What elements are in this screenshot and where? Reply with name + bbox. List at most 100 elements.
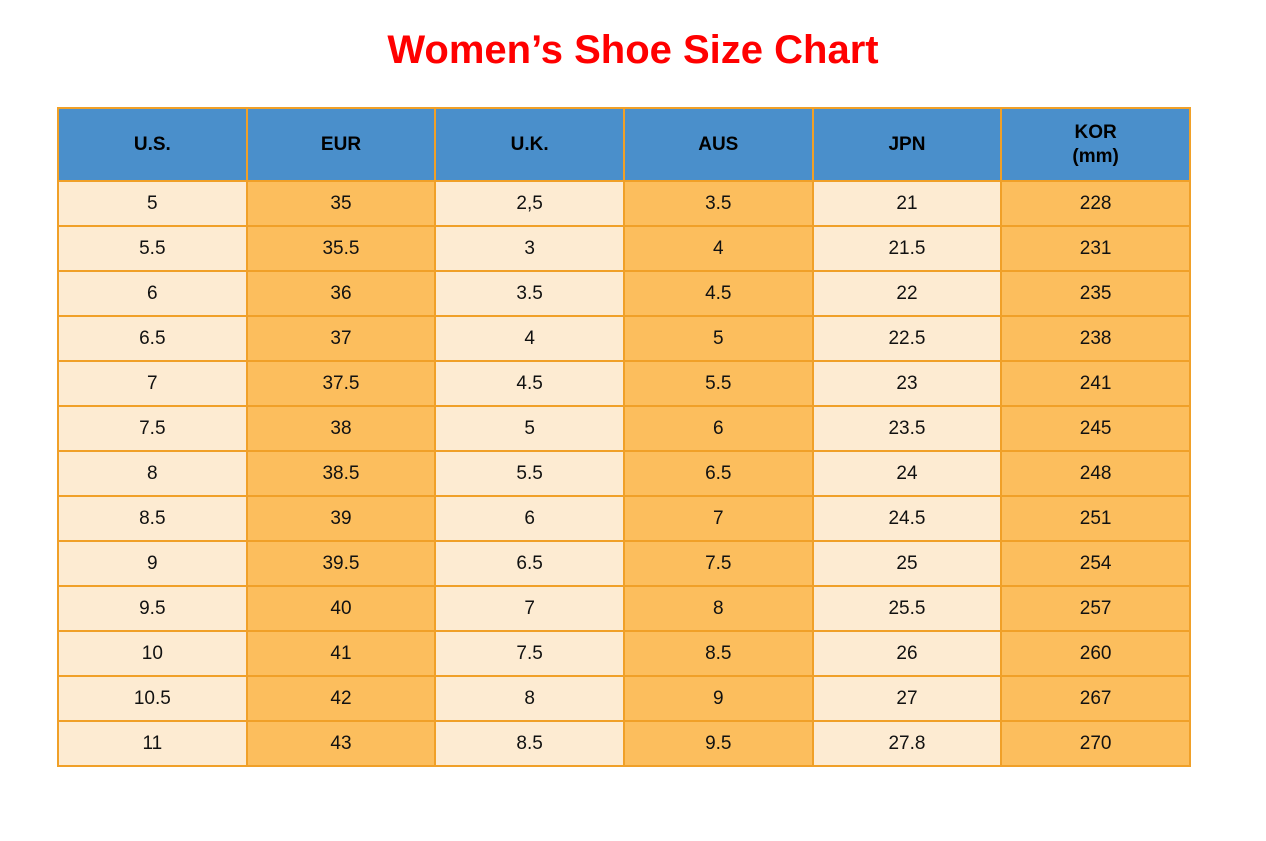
cell-u-s: 11 [57, 720, 248, 767]
cell-aus: 4.5 [622, 270, 814, 317]
cell-jpn: 21 [811, 180, 1003, 227]
cell-u-s: 5 [57, 180, 248, 227]
cell-eur: 39 [245, 495, 437, 542]
cell-eur: 41 [245, 630, 437, 677]
cell-u-s: 8.5 [57, 495, 248, 542]
cell-u-s: 8 [57, 450, 248, 497]
cell-eur: 37 [245, 315, 437, 362]
page-title: Women’s Shoe Size Chart [387, 28, 879, 72]
table-row: 6.5 37 4 5 22.5 238 [57, 315, 1191, 362]
cell-kor-mm: 260 [1000, 630, 1191, 677]
cell-aus: 9 [622, 675, 814, 722]
cell-kor-mm: 245 [1000, 405, 1191, 452]
cell-eur: 36 [245, 270, 437, 317]
cell-eur: 38.5 [245, 450, 437, 497]
cell-kor-mm: 254 [1000, 540, 1191, 587]
column-header-aus: AUS [622, 107, 814, 182]
cell-eur: 37.5 [245, 360, 437, 407]
cell-u-k: 8 [434, 675, 625, 722]
shoe-size-table: U.S. EUR U.K. AUS JPN KOR (mm) 5 35 2,5 3.5 21 228 5… [57, 107, 1191, 767]
cell-jpn: 25.5 [811, 585, 1003, 632]
table-row: 11 43 8.5 9.5 27.8 270 [57, 720, 1191, 767]
cell-u-k: 3.5 [434, 270, 625, 317]
table-body: 5 35 2,5 3.5 21 228 5.5 35.5 3 4 21.5 231 6 36 3.5 4.5 2… [57, 180, 1191, 767]
cell-u-s: 7 [57, 360, 248, 407]
cell-jpn: 26 [811, 630, 1003, 677]
cell-aus: 7.5 [622, 540, 814, 587]
cell-u-k: 7.5 [434, 630, 625, 677]
cell-aus: 8.5 [622, 630, 814, 677]
cell-jpn: 21.5 [811, 225, 1003, 272]
cell-kor-mm: 241 [1000, 360, 1191, 407]
cell-u-s: 9.5 [57, 585, 248, 632]
cell-aus: 6.5 [622, 450, 814, 497]
table-row: 9 39.5 6.5 7.5 25 254 [57, 540, 1191, 587]
cell-eur: 38 [245, 405, 437, 452]
cell-u-k: 8.5 [434, 720, 625, 767]
table-row: 6 36 3.5 4.5 22 235 [57, 270, 1191, 317]
cell-jpn: 23.5 [811, 405, 1003, 452]
column-header-u-k: U.K. [434, 107, 625, 182]
cell-jpn: 22 [811, 270, 1003, 317]
cell-kor-mm: 267 [1000, 675, 1191, 722]
table-row: 5.5 35.5 3 4 21.5 231 [57, 225, 1191, 272]
cell-eur: 35 [245, 180, 437, 227]
cell-u-k: 5 [434, 405, 625, 452]
cell-u-s: 9 [57, 540, 248, 587]
cell-aus: 6 [622, 405, 814, 452]
table-row: 8.5 39 6 7 24.5 251 [57, 495, 1191, 542]
cell-u-k: 6.5 [434, 540, 625, 587]
cell-aus: 7 [622, 495, 814, 542]
cell-kor-mm: 235 [1000, 270, 1191, 317]
cell-jpn: 24.5 [811, 495, 1003, 542]
cell-eur: 39.5 [245, 540, 437, 587]
cell-jpn: 25 [811, 540, 1003, 587]
cell-eur: 42 [245, 675, 437, 722]
cell-u-s: 6 [57, 270, 248, 317]
cell-kor-mm: 270 [1000, 720, 1191, 767]
cell-u-s: 5.5 [57, 225, 248, 272]
cell-u-s: 7.5 [57, 405, 248, 452]
table-row: 10.5 42 8 9 27 267 [57, 675, 1191, 722]
cell-u-s: 10 [57, 630, 248, 677]
header-row: U.S. EUR U.K. AUS JPN KOR (mm) [57, 107, 1191, 182]
table-row: 7.5 38 5 6 23.5 245 [57, 405, 1191, 452]
cell-u-k: 4.5 [434, 360, 625, 407]
cell-kor-mm: 228 [1000, 180, 1191, 227]
column-header-kor-mm: KOR (mm) [1000, 107, 1191, 182]
cell-u-k: 2,5 [434, 180, 625, 227]
cell-u-s: 10.5 [57, 675, 248, 722]
cell-aus: 8 [622, 585, 814, 632]
cell-u-k: 6 [434, 495, 625, 542]
cell-u-k: 4 [434, 315, 625, 362]
cell-jpn: 24 [811, 450, 1003, 497]
cell-eur: 43 [245, 720, 437, 767]
cell-u-k: 7 [434, 585, 625, 632]
table-row: 10 41 7.5 8.5 26 260 [57, 630, 1191, 677]
column-header-u-s: U.S. [57, 107, 248, 182]
table-row: 9.5 40 7 8 25.5 257 [57, 585, 1191, 632]
cell-kor-mm: 257 [1000, 585, 1191, 632]
cell-aus: 5 [622, 315, 814, 362]
cell-aus: 4 [622, 225, 814, 272]
column-header-jpn: JPN [811, 107, 1003, 182]
column-header-eur: EUR [245, 107, 437, 182]
cell-kor-mm: 251 [1000, 495, 1191, 542]
cell-kor-mm: 238 [1000, 315, 1191, 362]
table-row: 5 35 2,5 3.5 21 228 [57, 180, 1191, 227]
cell-eur: 35.5 [245, 225, 437, 272]
cell-aus: 3.5 [622, 180, 814, 227]
table-row: 7 37.5 4.5 5.5 23 241 [57, 360, 1191, 407]
cell-jpn: 27 [811, 675, 1003, 722]
cell-jpn: 23 [811, 360, 1003, 407]
cell-jpn: 22.5 [811, 315, 1003, 362]
cell-u-k: 5.5 [434, 450, 625, 497]
cell-u-k: 3 [434, 225, 625, 272]
cell-aus: 9.5 [622, 720, 814, 767]
cell-aus: 5.5 [622, 360, 814, 407]
cell-jpn: 27.8 [811, 720, 1003, 767]
cell-kor-mm: 231 [1000, 225, 1191, 272]
cell-kor-mm: 248 [1000, 450, 1191, 497]
table-row: 8 38.5 5.5 6.5 24 248 [57, 450, 1191, 497]
